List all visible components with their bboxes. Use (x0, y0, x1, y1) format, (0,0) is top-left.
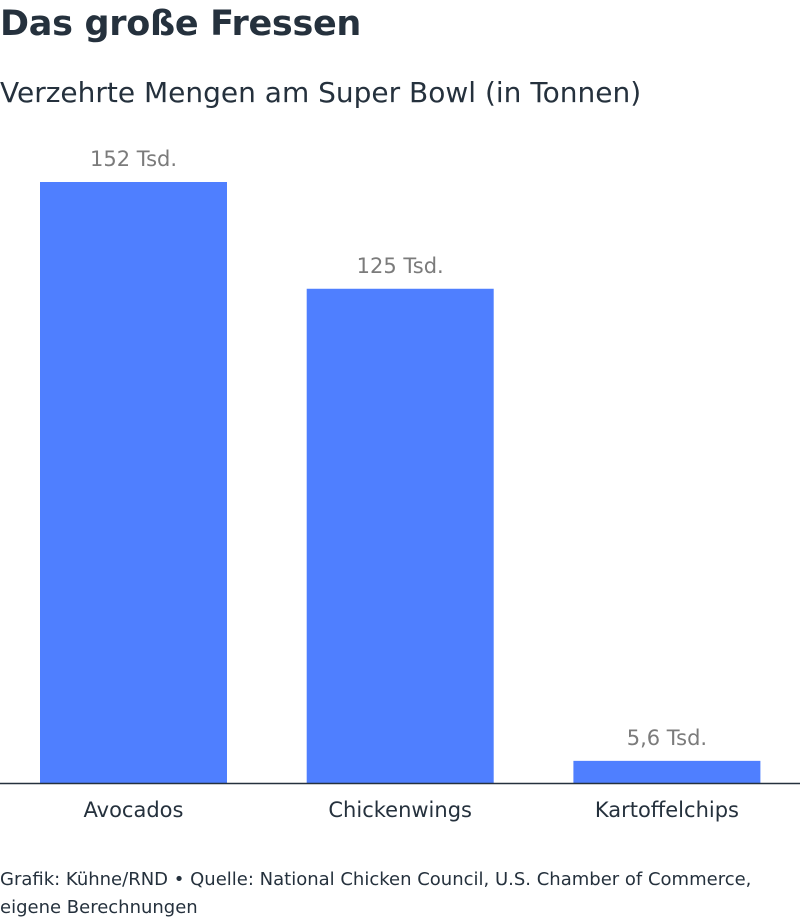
bar-avocados (40, 182, 227, 783)
x-tick-label: Avocados (84, 798, 184, 822)
data-label: 5,6 Tsd. (627, 726, 707, 750)
bar-chickenwings (306, 288, 494, 783)
bar-kartoffelchips (573, 760, 761, 783)
footer-separator: • (173, 869, 185, 890)
data-label: 125 Tsd. (357, 254, 444, 278)
chart-footer: Grafik: Kühne/RND • Quelle: National Chi… (0, 866, 780, 922)
x-tick-label: Kartoffelchips (595, 798, 739, 822)
footer-source: Quelle: National Chicken Council, U.S. C… (0, 869, 752, 918)
chart-subtitle: Verzehrte Mengen am Super Bowl (in Tonne… (0, 76, 642, 109)
data-label: 152 Tsd. (90, 147, 177, 171)
footer-credit: Grafik: Kühne/RND (0, 869, 169, 890)
chart-title: Das große Fressen (0, 4, 362, 44)
bar-chart: 152 Tsd. Avocados 125 Tsd. Chickenwings 5,6 … (0, 147, 800, 822)
x-tick-label: Chickenwings (328, 798, 472, 822)
